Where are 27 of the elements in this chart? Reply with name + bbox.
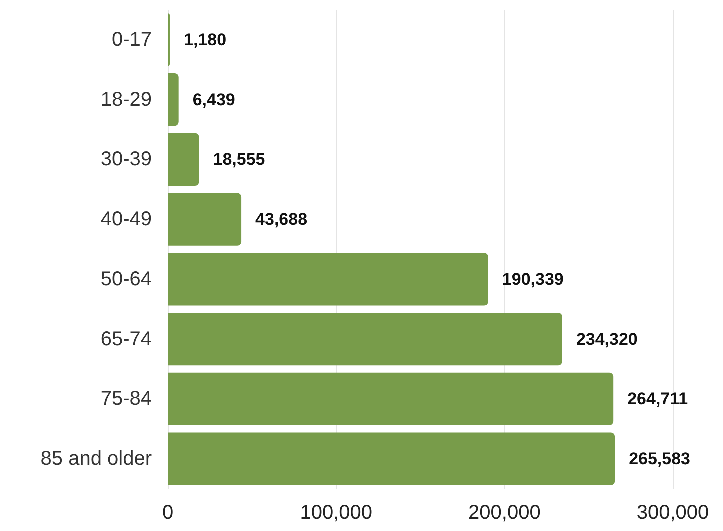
data-label: 6,439 <box>192 90 236 110</box>
bar <box>168 372 614 426</box>
data-label: 190,339 <box>502 270 564 289</box>
x-tick-label: 0 <box>162 502 174 524</box>
y-tick-label: 40-49 <box>100 208 152 231</box>
bar <box>168 312 562 366</box>
y-tick-label: 85 and older <box>40 448 152 470</box>
y-tick-label: 18-29 <box>100 88 152 111</box>
data-label: 264,711 <box>628 390 688 409</box>
y-tick-label: 65-74 <box>100 328 152 350</box>
bar <box>168 73 179 126</box>
data-label: 43,688 <box>256 210 308 230</box>
x-tick-label: 300,000 <box>636 502 710 524</box>
data-label: 234,320 <box>576 330 638 349</box>
x-tick-label: 200,000 <box>468 502 541 524</box>
y-tick-label: 30-39 <box>100 148 152 171</box>
bar <box>168 193 242 246</box>
y-tick-label: 0-17 <box>112 28 152 51</box>
x-tick-label: 100,000 <box>300 502 372 524</box>
y-tick-label: 50-64 <box>100 268 152 290</box>
y-tick-label: 75-84 <box>100 388 152 410</box>
bar <box>168 133 200 186</box>
data-label: 265,583 <box>629 450 691 469</box>
data-label: 18,555 <box>213 150 266 170</box>
data-label: 1,180 <box>184 30 227 50</box>
bar <box>168 432 616 486</box>
bar <box>168 253 488 306</box>
